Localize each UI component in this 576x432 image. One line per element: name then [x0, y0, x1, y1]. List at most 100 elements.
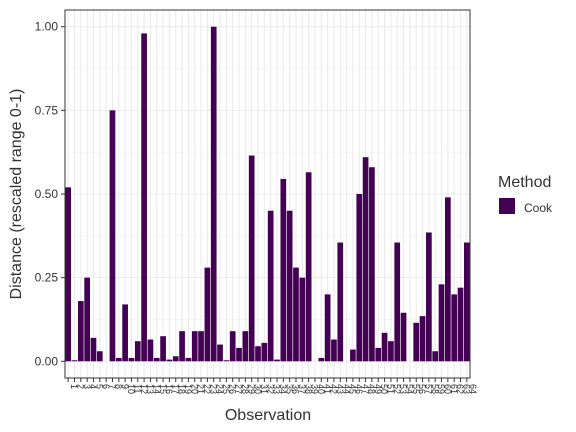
bar [274, 359, 280, 362]
x-tick-label: 8 [113, 384, 123, 389]
x-tick-label: 9 [120, 384, 130, 389]
x-tick-label: 39 [310, 384, 320, 394]
bar [84, 277, 90, 362]
x-tick-label: 23 [208, 384, 218, 394]
x-tick-label: 29 [246, 384, 256, 394]
x-tick-label: 20 [189, 384, 199, 394]
x-tick-label: 59 [436, 384, 446, 394]
x-tick-label: 34 [278, 384, 288, 394]
bar [96, 351, 103, 362]
bar [223, 360, 230, 362]
bar [438, 284, 445, 362]
bar [255, 346, 261, 362]
x-tick-label: 37 [297, 384, 307, 394]
x-tick-label: 49 [373, 384, 383, 394]
x-tick-label: 3 [82, 384, 92, 389]
x-tick-label: 44 [341, 384, 351, 394]
bar [369, 167, 375, 362]
y-tick-label: 0.75 [35, 103, 59, 117]
x-tick-label: 40 [316, 384, 326, 394]
bar [185, 357, 192, 362]
x-tick-label: 60 [443, 384, 453, 394]
x-tick-label: 56 [417, 384, 427, 394]
bar [191, 331, 198, 362]
x-tick-label: 62 [455, 384, 465, 394]
legend-label: Cook [524, 201, 553, 215]
bars [65, 26, 470, 362]
x-tick-label: 25 [221, 384, 231, 394]
bar [172, 356, 179, 362]
bar [445, 197, 451, 362]
x-tick-label: 57 [424, 384, 434, 394]
x-tick-label: 52 [392, 384, 402, 394]
bar [210, 26, 217, 362]
bar [451, 294, 458, 362]
x-tick-label: 11 [132, 384, 142, 393]
y-tick-label: 1.00 [35, 20, 59, 34]
bar [299, 277, 306, 362]
bar [236, 347, 242, 362]
bar [65, 187, 72, 362]
bar [267, 210, 274, 362]
bar [331, 339, 337, 362]
bar [160, 336, 166, 362]
bar [166, 359, 173, 362]
bar [318, 357, 325, 362]
bar [280, 178, 287, 362]
x-tick-label: 17 [170, 384, 180, 394]
x-tick-label: 53 [398, 384, 408, 394]
bar [324, 294, 331, 362]
x-tick-label: 48 [367, 384, 377, 394]
x-tick-label: 22 [202, 384, 212, 394]
x-tick-label: 63 [462, 384, 472, 394]
bar [413, 322, 420, 362]
bar [198, 331, 204, 362]
x-tick-label: 46 [354, 384, 364, 394]
bar [217, 344, 223, 362]
bar [204, 267, 211, 362]
y-tick-label: 0.00 [35, 354, 59, 368]
x-tick-label: 45 [348, 384, 358, 394]
y-tick-label: 0.50 [35, 187, 59, 201]
bar [71, 360, 78, 362]
x-tick-label: 7 [107, 384, 117, 389]
x-tick-label: 28 [240, 384, 250, 394]
x-tick-label: 58 [430, 384, 440, 394]
x-tick-label: 6 [101, 384, 111, 389]
x-tick-label: 64 [468, 384, 478, 394]
x-axis-title: Observation [225, 407, 311, 424]
x-tick-label: 13 [145, 384, 155, 394]
x-tick-label: 31 [259, 384, 269, 394]
x-tick-label: 12 [139, 384, 149, 394]
x-tick-label: 1 [69, 384, 79, 389]
x-tick-label: 4 [88, 384, 98, 389]
bar [394, 242, 401, 362]
legend-title: Method [498, 174, 551, 191]
x-tick-label: 30 [253, 384, 263, 394]
x-tick-label: 24 [215, 384, 225, 394]
bar [400, 312, 407, 362]
y-axis-title: Distance (rescaled range 0-1) [8, 89, 25, 300]
bar [128, 357, 135, 362]
x-tick-label: 38 [303, 384, 313, 394]
bar [90, 337, 97, 362]
x-tick-label: 27 [234, 384, 244, 394]
bar [261, 342, 268, 362]
bar [457, 287, 464, 362]
bar [388, 341, 394, 362]
axes: 0.000.250.500.751.0012345678910111213141… [35, 9, 478, 394]
bar [248, 155, 255, 362]
bar [134, 341, 141, 362]
y-tick-label: 0.25 [35, 271, 59, 285]
bar [362, 157, 369, 362]
x-tick-label: 55 [411, 384, 421, 394]
x-tick-label: 18 [177, 384, 187, 394]
bar [122, 304, 128, 362]
bar [337, 242, 344, 362]
bar [350, 349, 356, 362]
bar [419, 316, 426, 362]
x-tick-label: 36 [291, 384, 301, 394]
bar [463, 242, 470, 362]
x-tick-label: 21 [196, 384, 206, 394]
x-tick-label: 61 [449, 384, 459, 394]
